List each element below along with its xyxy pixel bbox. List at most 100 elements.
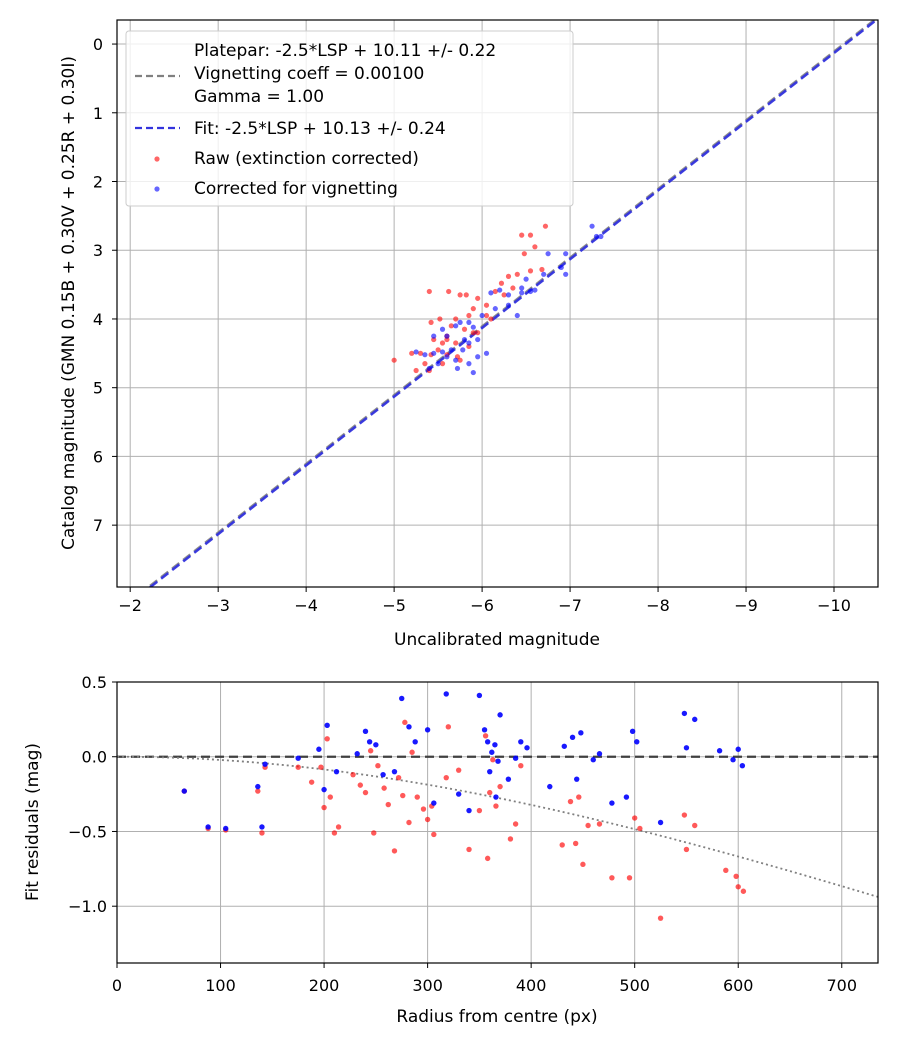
top-point-corrected xyxy=(558,264,564,271)
bottom-point-corrected xyxy=(489,749,495,755)
bottom-point-raw xyxy=(466,846,472,853)
top-point-corrected xyxy=(475,336,481,343)
bottom-point-corrected xyxy=(333,768,340,775)
bottom-point-corrected xyxy=(629,728,636,735)
bottom-point-corrected xyxy=(578,730,584,736)
bottom-point-raw xyxy=(681,812,688,818)
bottom-point-raw xyxy=(735,884,741,890)
bottom-point-corrected xyxy=(399,695,405,702)
bottom-x-tick-label: 600 xyxy=(723,976,754,995)
top-x-tick-label: −2 xyxy=(118,596,142,615)
top-panel: −2 −3 −4 −5 −6 −7 −8 −9 −10 0 1 2 3 4 5 6 7 Uncalibrate… xyxy=(59,19,879,650)
bottom-point-corrected xyxy=(259,824,265,830)
bottom-point-corrected xyxy=(262,761,268,767)
top-point-raw xyxy=(532,244,538,250)
bottom-point-raw xyxy=(576,794,582,800)
top-point-corrected xyxy=(439,326,446,332)
bottom-point-corrected xyxy=(255,783,261,790)
bottom-point-raw xyxy=(740,888,747,894)
top-point-corrected xyxy=(453,357,459,363)
top-point-raw xyxy=(483,312,490,319)
top-point-corrected xyxy=(444,333,450,339)
top-point-corrected xyxy=(593,233,600,240)
top-x-tick-label: −5 xyxy=(382,596,406,615)
bottom-point-corrected xyxy=(569,734,576,741)
top-point-corrected xyxy=(519,285,525,291)
bottom-point-corrected xyxy=(561,743,567,749)
top-point-raw xyxy=(470,330,476,336)
top-point-raw xyxy=(483,302,490,308)
bottom-point-raw xyxy=(391,848,398,854)
top-point-raw xyxy=(527,232,534,238)
bottom-point-raw xyxy=(402,719,408,726)
bottom-point-corrected xyxy=(495,758,501,764)
top-point-raw xyxy=(439,340,446,346)
top-point-corrected xyxy=(532,287,538,293)
legend-entry-raw: Raw (extinction corrected) xyxy=(194,149,419,169)
top-point-corrected xyxy=(466,319,472,325)
top-point-corrected xyxy=(435,361,441,367)
bottom-x-tick-label: 0 xyxy=(112,976,122,995)
bottom-x-tick-label: 200 xyxy=(309,976,340,995)
top-point-corrected xyxy=(488,290,494,296)
top-point-corrected xyxy=(479,312,485,319)
bottom-point-corrected xyxy=(324,722,330,729)
bottom-point-raw xyxy=(626,875,633,881)
bottom-x-tick-label: 700 xyxy=(826,976,857,995)
legend-marker-corrected xyxy=(154,186,160,192)
bottom-point-corrected xyxy=(634,739,640,745)
bottom-point-raw xyxy=(733,873,739,880)
bottom-point-raw xyxy=(443,774,449,781)
top-point-raw xyxy=(501,292,507,298)
top-x-axis-label: Uncalibrated magnitude xyxy=(394,630,600,650)
bottom-point-corrected xyxy=(373,742,379,748)
bottom-point-raw xyxy=(723,867,729,874)
bottom-point-raw xyxy=(385,801,391,808)
top-point-raw xyxy=(428,319,434,325)
bottom-point-corrected xyxy=(492,742,498,748)
top-point-raw xyxy=(457,357,463,363)
bottom-x-axis-label: Radius from centre (px) xyxy=(396,1007,597,1027)
top-point-raw xyxy=(492,288,498,295)
top-x-tick-label: −9 xyxy=(734,596,758,615)
top-point-corrected xyxy=(505,302,512,308)
bottom-point-corrected xyxy=(683,745,690,751)
bottom-point-raw xyxy=(567,798,574,805)
bottom-point-corrected xyxy=(412,739,418,745)
top-x-tick-label: −6 xyxy=(470,596,494,615)
bottom-point-raw xyxy=(308,779,315,785)
bottom-point-raw xyxy=(455,767,462,773)
top-scatter-points xyxy=(391,223,604,376)
bottom-point-raw xyxy=(371,830,377,836)
bottom-point-raw xyxy=(395,774,402,781)
bottom-point-corrected xyxy=(391,768,398,775)
top-point-corrected xyxy=(448,347,454,353)
bottom-point-raw xyxy=(580,861,586,868)
top-point-raw xyxy=(422,361,428,367)
bottom-y-tick-label: −1.0 xyxy=(68,897,107,916)
top-y-tick-label: 7 xyxy=(93,516,103,535)
bottom-point-corrected xyxy=(321,786,327,793)
top-point-raw xyxy=(413,367,419,374)
bottom-point-corrected xyxy=(524,745,530,751)
legend-entry-corrected: Corrected for vignetting xyxy=(194,179,398,199)
top-point-corrected xyxy=(483,350,490,356)
legend-entry-fit: Fit: -2.5*LSP + 10.13 +/- 0.24 xyxy=(194,119,446,139)
top-point-raw xyxy=(417,350,424,356)
bottom-point-corrected xyxy=(362,728,369,735)
top-point-raw xyxy=(519,232,525,238)
bottom-point-raw xyxy=(362,789,369,796)
bottom-point-corrected xyxy=(505,776,512,782)
top-point-raw xyxy=(488,316,494,322)
top-point-corrected xyxy=(444,354,450,360)
bottom-point-corrected xyxy=(590,757,596,763)
bottom-point-raw xyxy=(631,815,638,821)
bottom-point-raw xyxy=(357,782,364,788)
bottom-y-tick-label: 0.0 xyxy=(82,748,107,767)
top-point-corrected xyxy=(497,287,503,293)
bottom-y-axis-label: Fit residuals (mag) xyxy=(23,743,43,901)
top-point-raw xyxy=(439,361,446,367)
bottom-point-raw xyxy=(657,915,664,921)
bottom-point-raw xyxy=(518,763,524,769)
top-point-corrected xyxy=(426,365,432,372)
